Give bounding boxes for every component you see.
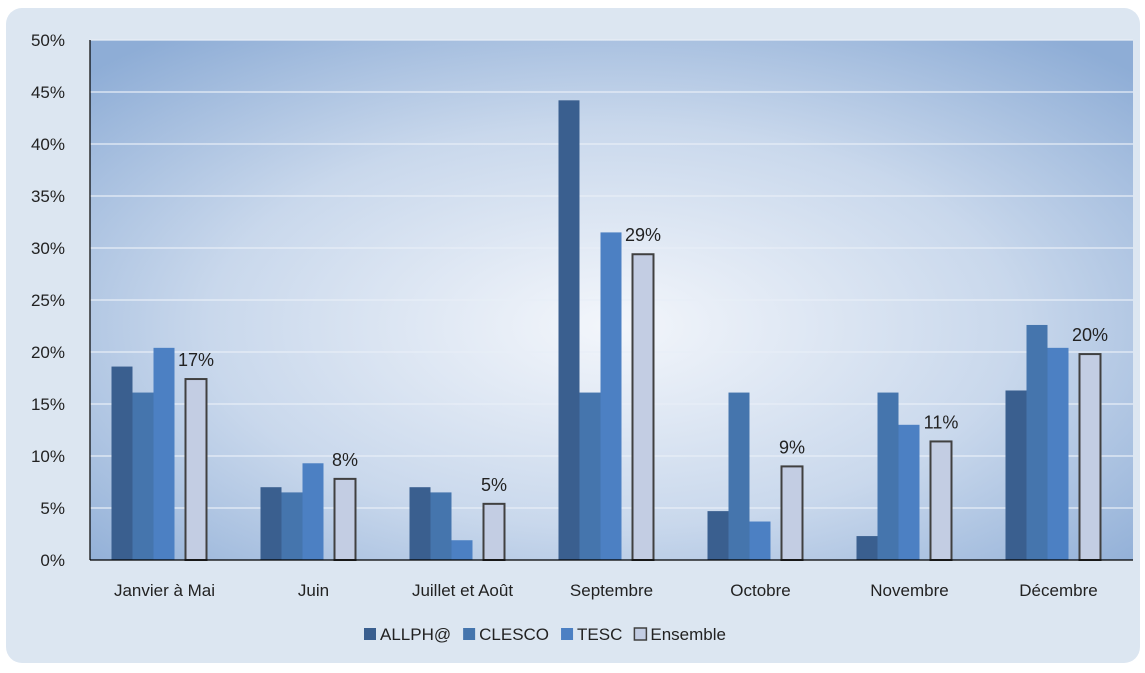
bar: [877, 392, 899, 560]
bar: [929, 440, 953, 561]
bar: [111, 366, 133, 560]
bar: [409, 487, 431, 560]
bar: [728, 392, 750, 560]
bar: [482, 502, 506, 561]
legend-swatch: [633, 627, 648, 641]
data-label: 17%: [178, 350, 214, 370]
bar: [430, 492, 452, 560]
legend-swatch: [364, 628, 376, 640]
bars: [111, 100, 1102, 562]
chart-svg: 0% 5% 10% 15% 20% 25% 30% 35% 40% 45% 50% Janvier à…: [31, 31, 1133, 644]
legend-swatch: [463, 628, 476, 640]
bar: [631, 253, 655, 562]
bar: [579, 392, 601, 560]
bar: [302, 463, 324, 560]
chart-frame: 0% 5% 10% 15% 20% 25% 30% 35% 40% 45% 50% Janvier à…: [6, 8, 1140, 663]
y-tick-label: 20%: [31, 343, 65, 362]
bar: [1047, 347, 1069, 560]
bar: [780, 465, 804, 561]
x-tick-label: Juillet et Août: [412, 581, 513, 600]
legend-label: ALLPH@: [380, 625, 451, 644]
bar: [153, 347, 175, 560]
bar: [132, 392, 154, 560]
bar: [184, 378, 208, 562]
data-labels: 17% 8% 5% 29% 9% 11% 20%: [178, 225, 1108, 495]
y-tick-label: 45%: [31, 83, 65, 102]
data-label: 29%: [625, 225, 661, 245]
y-tick-label: 25%: [31, 291, 65, 310]
bar: [898, 424, 920, 560]
x-tick-label: Juin: [298, 581, 329, 600]
y-tick-label: 50%: [31, 31, 65, 50]
bar: [451, 540, 473, 560]
y-tick-label: 35%: [31, 187, 65, 206]
data-label: 8%: [332, 450, 358, 470]
bar: [749, 521, 771, 560]
data-label: 9%: [779, 437, 805, 457]
bar: [558, 100, 580, 560]
axes: 0% 5% 10% 15% 20% 25% 30% 35% 40% 45% 50% Janvier à…: [31, 31, 1133, 600]
bar: [856, 536, 878, 560]
y-tick-label: 15%: [31, 395, 65, 414]
bar: [333, 477, 357, 562]
legend: ALLPH@ CLESCO TESC Ensemble: [364, 625, 726, 644]
y-tick-label: 30%: [31, 239, 65, 258]
x-tick-label: Septembre: [570, 581, 653, 600]
legend-label: TESC: [577, 625, 622, 644]
legend-swatch: [561, 628, 574, 640]
bar: [281, 492, 303, 560]
x-tick-label: Novembre: [870, 581, 948, 600]
x-tick-label: Décembre: [1019, 581, 1097, 600]
y-tick-label: 0%: [40, 551, 65, 570]
x-tick-label: Octobre: [730, 581, 790, 600]
y-tick-label: 10%: [31, 447, 65, 466]
data-label: 20%: [1072, 325, 1108, 345]
y-tick-label: 40%: [31, 135, 65, 154]
bar: [260, 487, 282, 560]
bar: [1078, 353, 1102, 561]
data-label: 5%: [481, 475, 507, 495]
legend-label: Ensemble: [650, 625, 726, 644]
bar: [1005, 390, 1027, 560]
bar: [600, 232, 622, 560]
legend-label: CLESCO: [479, 625, 549, 644]
x-tick-label: Janvier à Mai: [114, 581, 215, 600]
bar: [707, 511, 729, 560]
bar: [1026, 324, 1048, 560]
data-label: 11%: [924, 412, 959, 432]
y-tick-label: 5%: [40, 499, 65, 518]
